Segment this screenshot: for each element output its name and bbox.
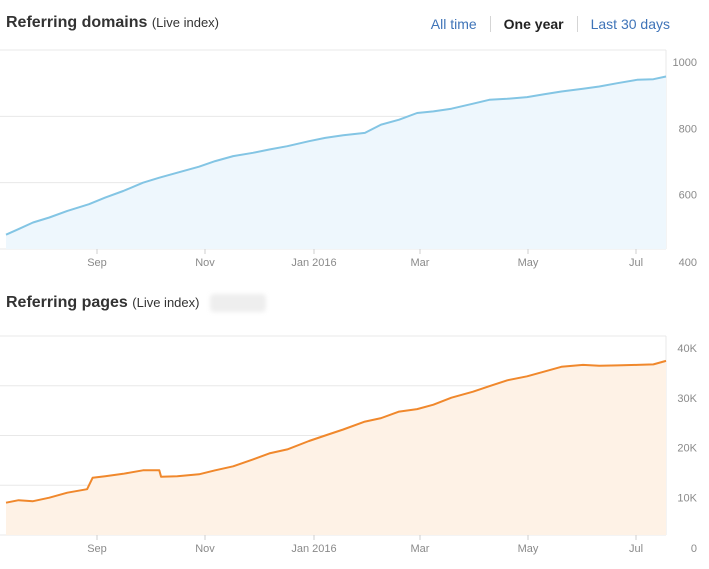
time-range-tabs: All time One year Last 30 days <box>418 16 683 32</box>
tab-all-time[interactable]: All time <box>430 16 477 32</box>
pages-x-tick-label: May <box>518 543 539 555</box>
pages-series-line <box>5 359 667 504</box>
domains-x-tick-label: Mar <box>411 257 430 269</box>
pages-subtitle: (Live index) <box>132 295 200 311</box>
pages-y-tick-label: 10K <box>677 492 697 504</box>
domains-area-fill <box>6 76 666 249</box>
tab-one-year[interactable]: One year <box>503 16 564 32</box>
pages-x-tick-label: Jan 2016 <box>291 543 336 555</box>
referring-domains-chart: Sep Nov Jan 2016 Mar May Jul 400 600 800 1000 <box>0 49 697 269</box>
domains-header: Referring domains (Live index) <box>6 14 219 32</box>
pages-area-fill <box>6 360 666 535</box>
domains-x-tick-label: May <box>518 257 539 269</box>
pages-x-tick-label: Mar <box>411 543 430 555</box>
domains-y-tick-label: 600 <box>679 190 697 202</box>
pages-x-tick-label: Nov <box>195 543 215 555</box>
pages-title: Referring pages <box>6 294 128 312</box>
domains-subtitle: (Live index) <box>151 15 220 30</box>
tab-divider <box>489 16 491 32</box>
tab-last-30-days[interactable]: Last 30 days <box>590 16 670 32</box>
pages-y-tick-label: 20K <box>677 443 697 455</box>
domains-y-tick-label: 1000 <box>673 57 697 69</box>
domains-x-tick-label: Jul <box>629 257 643 269</box>
pages-header: Referring pages (Live index) <box>6 294 266 312</box>
domains-y-tick-label: 800 <box>679 123 697 135</box>
domains-series-line <box>5 75 667 236</box>
domains-y-tick-label: 400 <box>679 257 697 269</box>
redacted-count <box>209 294 266 312</box>
domains-x-tick-label: Jan 2016 <box>291 257 336 269</box>
domains-x-tick-label: Nov <box>195 257 215 269</box>
referring-pages-chart: Sep Nov Jan 2016 Mar May Jul 0 10K 20K 30K 40K <box>0 335 698 555</box>
pages-x-tick-label: Sep <box>87 543 107 555</box>
pages-y-tick-label: 30K <box>677 393 697 405</box>
tab-divider <box>576 16 578 32</box>
domains-title: Referring domains <box>6 14 148 31</box>
domains-x-tick-label: Sep <box>87 257 107 269</box>
pages-y-tick-label: 40K <box>677 343 697 355</box>
pages-x-tick-label: Jul <box>629 543 643 555</box>
pages-y-tick-label: 0 <box>691 543 697 555</box>
